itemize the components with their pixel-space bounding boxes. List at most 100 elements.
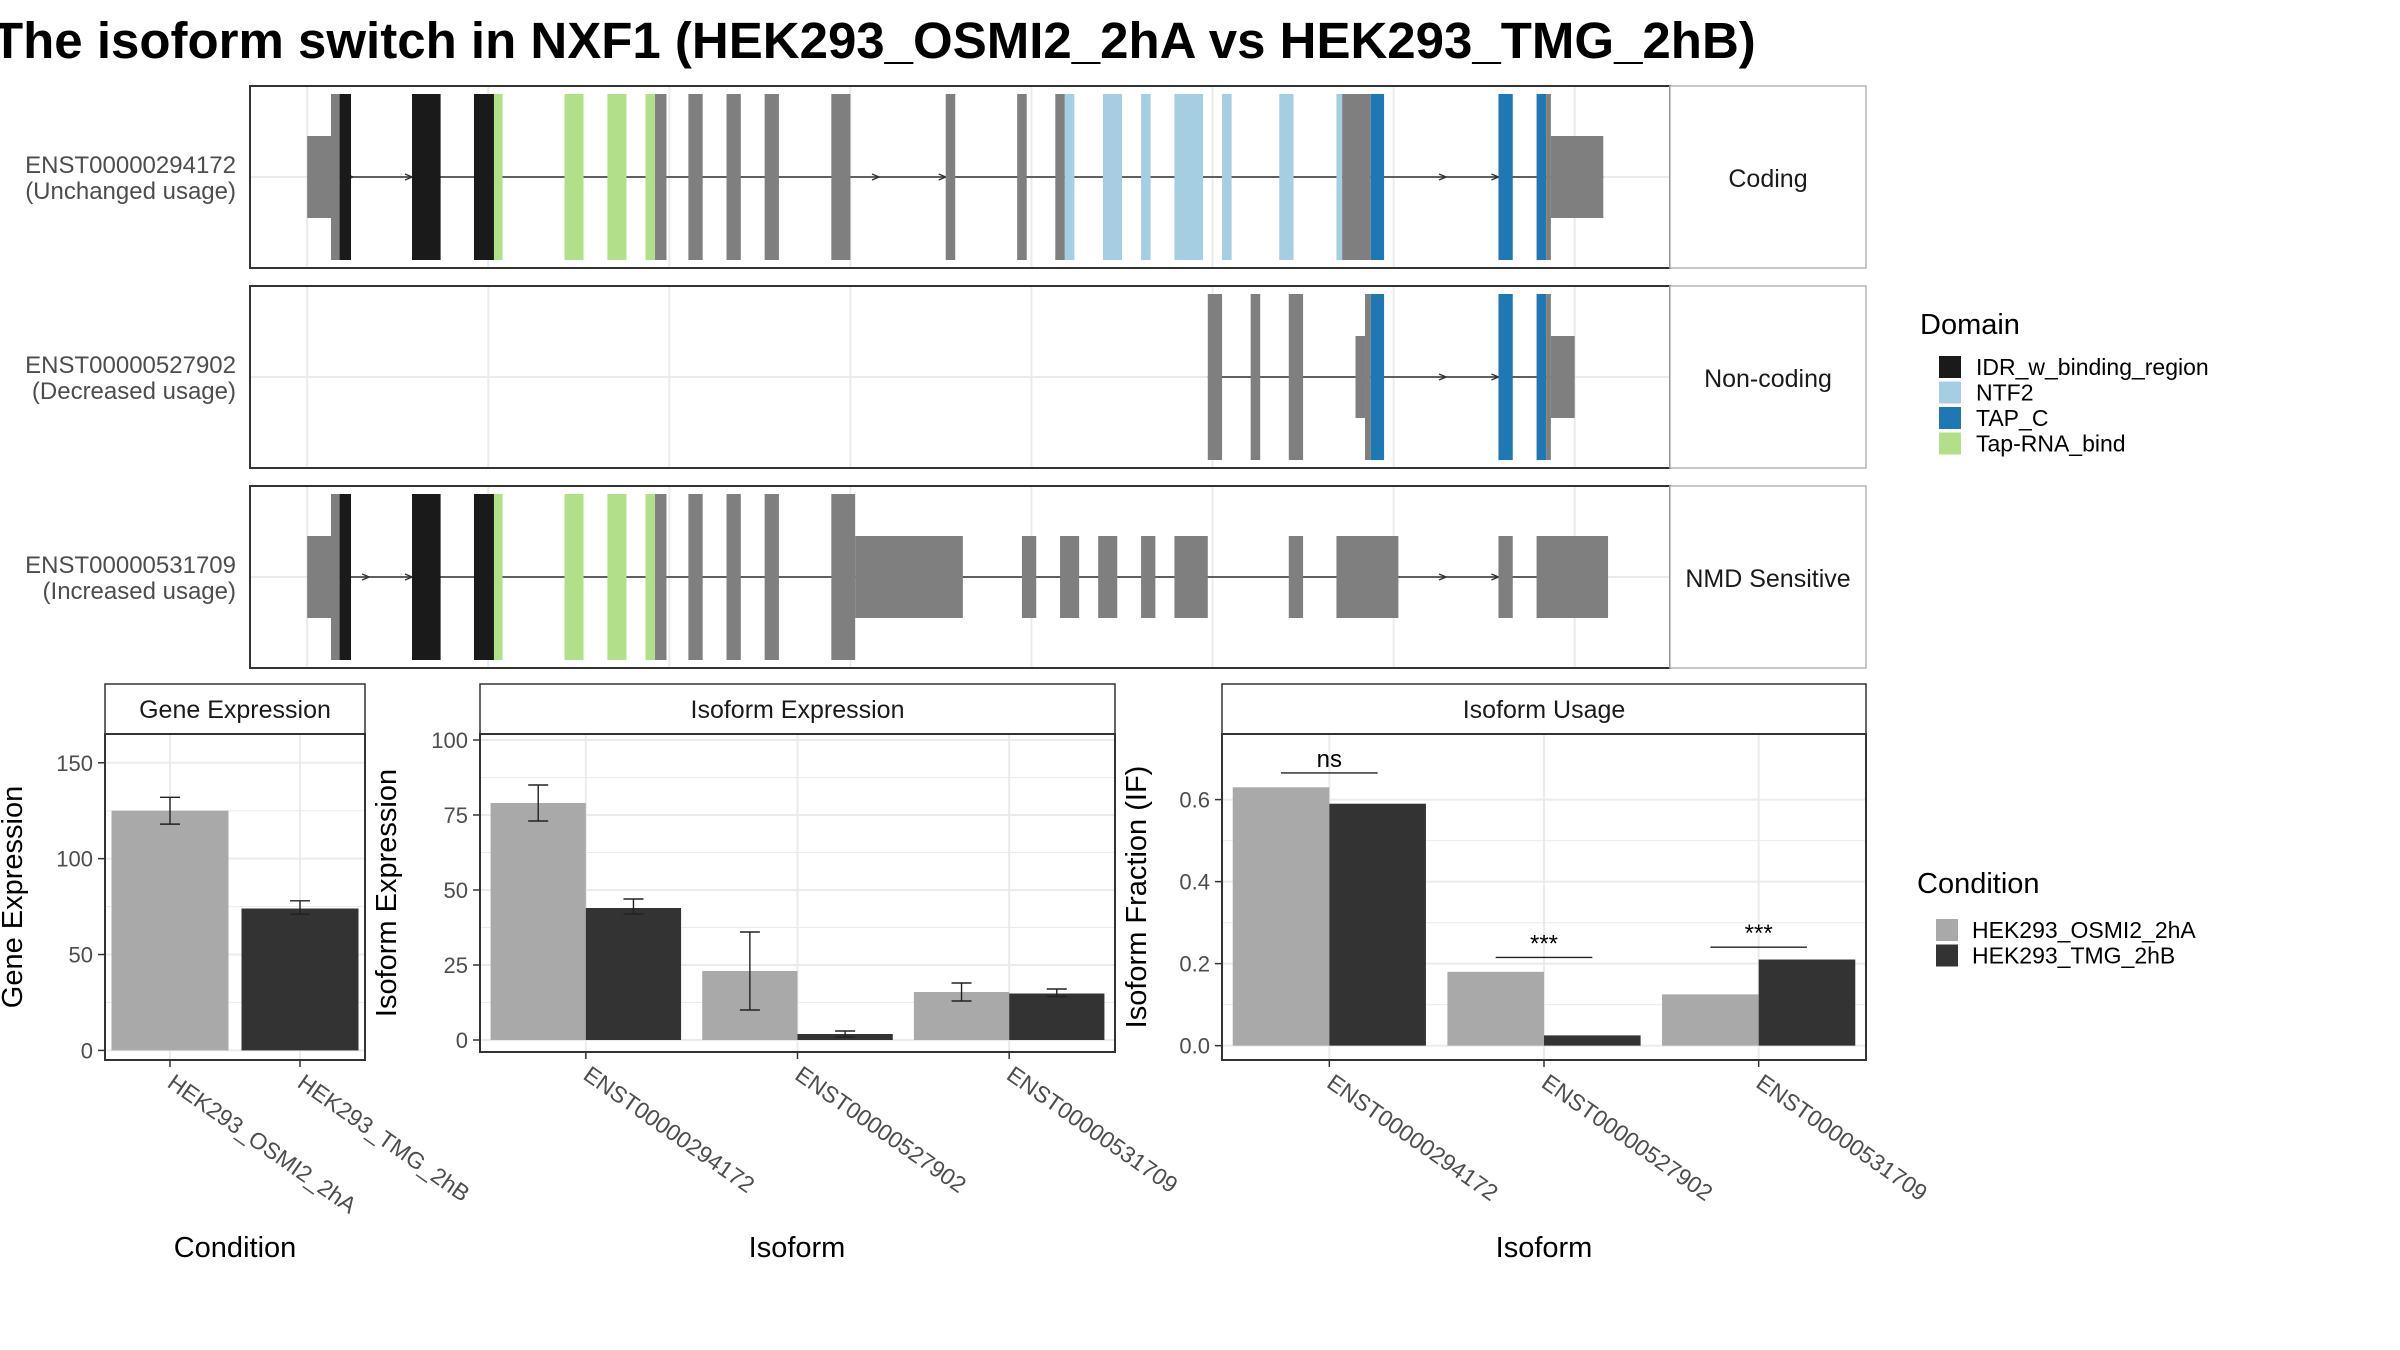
coding-exon: [655, 94, 666, 260]
bar-HEK293_TMG_2hB-ENST00000294172: [586, 908, 681, 1040]
y-tick-label: 50: [69, 943, 93, 968]
coding-exon: [607, 494, 626, 660]
coding-exon: [1537, 94, 1547, 260]
coding-exon: [1103, 94, 1122, 260]
chart-title: Isoform Expression: [691, 696, 905, 724]
x-axis-title: Isoform: [1496, 1232, 1593, 1264]
utr-exon: [855, 536, 963, 618]
utr-exon: [1060, 536, 1079, 618]
utr-exon: [1141, 536, 1155, 618]
domain-legend-key: [1939, 407, 1961, 429]
utr-exon: [1551, 136, 1603, 218]
coding-exon: [564, 494, 583, 660]
utr-exon: [1537, 536, 1608, 618]
y-tick-label: 150: [56, 751, 93, 776]
y-axis-title: Isoform Fraction (IF): [1121, 766, 1153, 1029]
coding-exon: [494, 494, 503, 660]
x-tick-label: ENST00000294172: [1322, 1069, 1502, 1206]
y-tick-label: 0: [456, 1028, 468, 1053]
coding-exon: [765, 494, 779, 660]
y-axis-title: Isoform Expression: [371, 769, 403, 1017]
domain-legend-label: TAP_C: [1976, 405, 2048, 431]
domain-legend-label: IDR_w_binding_region: [1976, 354, 2209, 380]
x-tick-label: ENST00000527902: [791, 1061, 971, 1198]
coding-exon: [1498, 94, 1512, 260]
coding-exon: [727, 494, 741, 660]
utr-exon: [1098, 536, 1117, 618]
coding-exon: [765, 94, 779, 260]
coding-exon: [1371, 294, 1384, 460]
coding-exon: [340, 494, 351, 660]
utr-exon: [1498, 536, 1512, 618]
coding-exon: [607, 94, 626, 260]
chart-title: Isoform Usage: [1463, 696, 1626, 724]
y-tick-label: 75: [444, 803, 468, 828]
expression-charts: Gene Expression050100150HEK293_OSMI2_2hA…: [0, 684, 1932, 1264]
utr-exon: [1289, 536, 1303, 618]
coding-exon: [1371, 94, 1384, 260]
y-tick-label: 25: [444, 953, 468, 978]
transcript-panel-ENST00000294172: Coding ENST00000294172(Unchanged usage): [25, 86, 1866, 268]
significance-label: ns: [1317, 746, 1342, 773]
domain-legend-key: [1939, 382, 1961, 404]
x-tick-label: ENST00000294172: [579, 1061, 759, 1198]
coding-exon: [1141, 94, 1151, 260]
transcript-panel-ENST00000527902: Non-codingENST00000527902(Decreased usag…: [25, 286, 1866, 468]
condition-legend-label: HEK293_OSMI2_2hA: [1972, 917, 2196, 943]
coding-exon: [331, 94, 340, 260]
coding-exon: [1365, 294, 1371, 460]
coding-exon: [564, 94, 583, 260]
coding-exon: [1208, 294, 1222, 460]
coding-exon: [474, 94, 494, 260]
y-axis-title: Gene Expression: [0, 786, 29, 1008]
x-tick-label: ENST00000531709: [1002, 1061, 1182, 1198]
condition-legend-key: [1936, 919, 1958, 941]
utr-exon: [307, 136, 331, 218]
coding-exon: [1546, 294, 1551, 460]
chart-0: Gene Expression050100150HEK293_OSMI2_2hA…: [0, 684, 475, 1264]
domain-legend-title: Domain: [1920, 309, 2020, 341]
utr-exon: [1022, 536, 1036, 618]
coding-exon: [1251, 294, 1261, 460]
figure-title: The isoform switch in NXF1 (HEK293_OSMI2…: [0, 12, 1756, 69]
coding-exon: [688, 94, 702, 260]
condition-legend-key: [1936, 945, 1958, 967]
coding-exon: [646, 94, 656, 260]
category-label: Non-coding: [1704, 365, 1832, 393]
transcript-panel-ENST00000531709: NMD Sensitive ENST00000531709(Increased u…: [25, 486, 1866, 668]
transcript-id-label: ENST00000527902: [25, 352, 236, 379]
chart-title: Gene Expression: [139, 696, 331, 724]
y-tick-label: 0.6: [1179, 788, 1210, 813]
coding-exon: [1289, 294, 1303, 460]
chart-2: Isoform Usage ns *** *** 0.0 0.2 0.4 0.6 ENST000…: [1121, 684, 1932, 1264]
coding-exon: [412, 94, 441, 260]
coding-exon: [1498, 294, 1512, 460]
coding-exon: [655, 494, 666, 660]
category-label: Coding: [1728, 165, 1807, 193]
isoform-switch-figure: The isoform switch in NXF1 (HEK293_OSMI2…: [0, 0, 2400, 1350]
coding-exon: [1017, 94, 1027, 260]
transcript-id-label: ENST00000294172: [25, 152, 236, 179]
coding-exon: [1279, 94, 1293, 260]
y-tick-label: 0.4: [1179, 870, 1210, 895]
x-tick-label: ENST00000527902: [1537, 1069, 1717, 1206]
coding-exon: [1174, 94, 1203, 260]
coding-exon: [1537, 294, 1547, 460]
coding-exon: [1222, 94, 1232, 260]
bar-HEK293_TMG_2hB-ENST00000531709: [1009, 994, 1104, 1041]
x-axis-title: Isoform: [749, 1232, 846, 1264]
bar-HEK293_OSMI2_2hA: [112, 811, 229, 1051]
coding-exon: [831, 494, 855, 660]
y-tick-label: 0: [81, 1038, 93, 1063]
coding-exon: [494, 94, 503, 260]
coding-exon: [1336, 94, 1342, 260]
x-axis-title: Condition: [174, 1232, 297, 1264]
coding-exon: [474, 494, 494, 660]
coding-exon: [1342, 94, 1371, 260]
coding-exon: [831, 94, 850, 260]
transcript-usage-label: (Unchanged usage): [25, 178, 236, 205]
domain-legend-key: [1939, 433, 1961, 455]
transcript-usage-label: (Increased usage): [43, 578, 236, 605]
utr-exon: [1174, 536, 1207, 618]
transcript-structure-panels: Coding ENST00000294172(Unchanged usage) No…: [25, 86, 1866, 668]
